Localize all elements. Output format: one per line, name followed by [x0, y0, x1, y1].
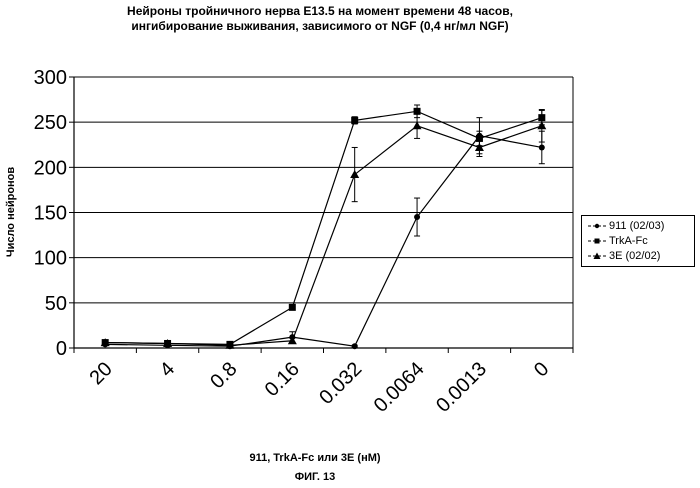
series-circle: [102, 118, 545, 350]
data-point: [352, 343, 358, 349]
x-tick-label: 0: [530, 358, 553, 381]
y-tick-label: 150: [34, 203, 67, 225]
y-tick-label: 100: [34, 248, 67, 270]
legend: 911 (02/03) TrkA-Fc 3E (02/02): [581, 215, 695, 267]
legend-label: 911 (02/03): [609, 220, 664, 232]
axes: [69, 77, 573, 353]
legend-circle-marker-icon: [588, 221, 606, 231]
figure-caption: ФИГ. 13: [265, 471, 365, 483]
x-tick-label: 0.0064: [370, 358, 429, 417]
y-tick-label: 250: [34, 112, 67, 134]
x-tick-label: 0.0013: [432, 358, 491, 417]
legend-item-911: 911 (02/03): [588, 219, 664, 233]
data-point: [414, 214, 420, 220]
y-tick-labels: 0 50 100 150 200 250 300: [34, 67, 67, 360]
series-square: [102, 105, 546, 348]
y-tick-label: 300: [34, 67, 67, 89]
x-tick-label: 4: [156, 358, 179, 381]
legend-label: 3E (02/02): [609, 250, 660, 262]
series-line: [105, 126, 542, 346]
legend-triangle-marker-icon: [588, 251, 606, 261]
grid-lines: [74, 77, 573, 303]
y-tick-label: 200: [34, 157, 67, 179]
legend-item-3e: 3E (02/02): [588, 249, 660, 263]
x-tick-label: 0.16: [261, 358, 304, 401]
legend-label: TrkA-Fc: [609, 235, 648, 247]
y-axis-label: Число нейронов: [5, 167, 17, 258]
x-tick-labels: 20 4 0.8 0.16 0.0320.00640.0013 0: [85, 358, 553, 417]
x-axis-label: 911, TrkA-Fc или 3E (нМ): [185, 452, 445, 464]
series-group: [101, 105, 547, 349]
legend-square-marker-icon: [588, 236, 606, 246]
series-triangle: [101, 110, 547, 349]
x-tick-label: 0.8: [206, 358, 241, 393]
data-point: [539, 144, 545, 150]
data-point: [289, 304, 296, 311]
x-tick-label: 0.032: [315, 358, 366, 409]
x-tick-label: 20: [85, 358, 116, 389]
data-point: [350, 170, 359, 178]
y-tick-label: 50: [45, 293, 67, 315]
data-point: [351, 117, 358, 124]
y-tick-label: 0: [56, 338, 67, 360]
legend-item-trka-fc: TrkA-Fc: [588, 234, 648, 248]
